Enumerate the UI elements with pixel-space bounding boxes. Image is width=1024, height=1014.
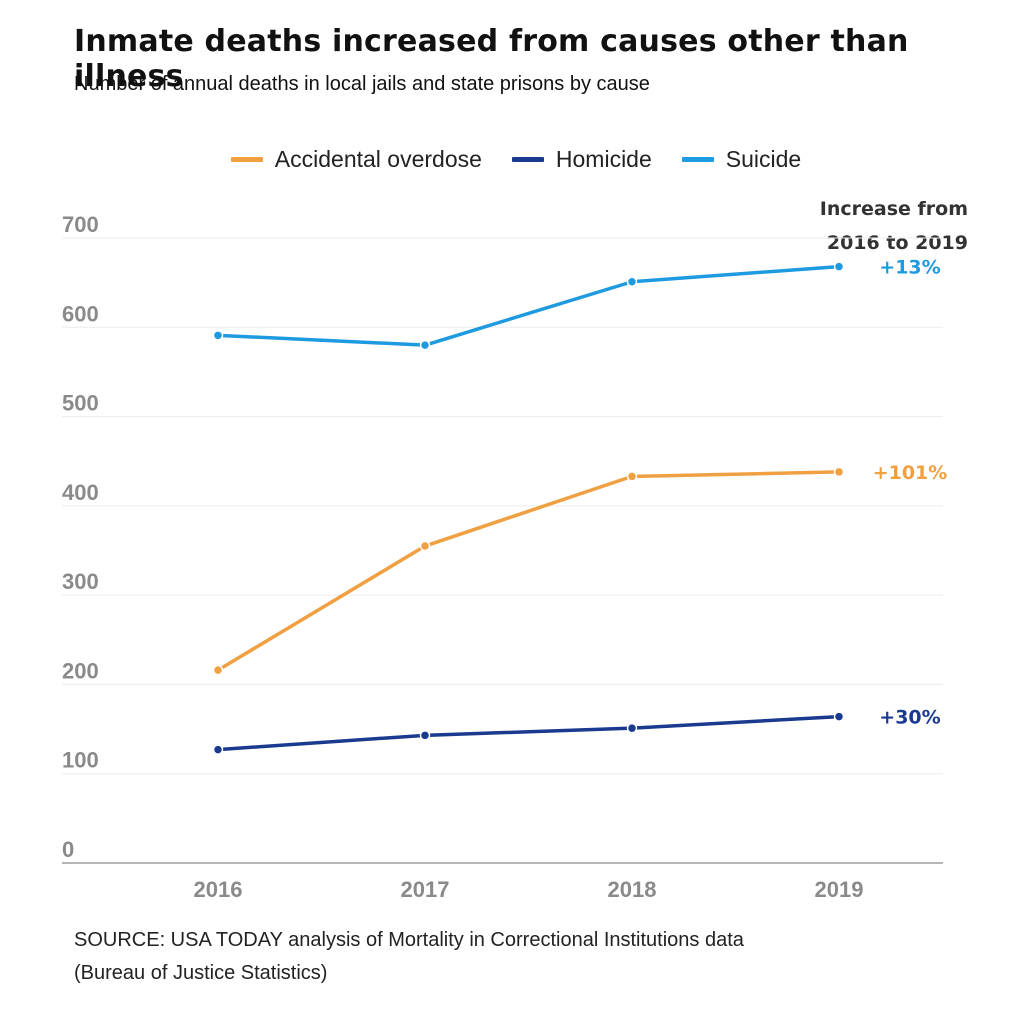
y-tick-label-0: 0 [62,837,74,862]
data-point-homicide-2016 [212,744,224,755]
chart-subtitle: Number of annual deaths in local jails a… [74,73,650,95]
data-point-suicide-2018 [626,276,638,287]
chart-title: Inmate deaths increased from causes othe… [74,24,909,94]
y-tick-label-500: 500 [62,391,99,416]
series-line-suicide [216,264,841,347]
y-tick-label-700: 700 [62,212,99,237]
data-point-homicide-2018 [626,722,638,734]
source-line1: SOURCE: USA TODAY analysis of Mortality … [74,929,744,951]
y-tick-label-600: 600 [62,301,99,326]
legend-label-suicide: Suicide [725,146,802,172]
legend-item-homicide: Homicide [511,146,652,173]
series-line-homicide [216,714,841,752]
data-point-accidental-overdose-2017 [419,540,431,552]
data-point-suicide-2019 [833,261,845,272]
y-tick-label-400: 400 [62,480,99,505]
legend: Accidental overdose Homicide Suicide [0,146,1024,173]
data-point-accidental-overdose-2016 [212,664,224,676]
x-tick-label-2016: 2016 [194,877,243,902]
legend-item-suicide: Suicide [681,146,802,173]
legend-swatch-suicide [681,157,714,162]
x-tick-label-2017: 2017 [401,877,450,902]
data-point-accidental-overdose-2019 [833,466,845,478]
source-line2: (Bureau of Justice Statistics) [74,962,328,984]
y-tick-label-300: 300 [62,569,99,594]
x-tick-label-2018: 2018 [608,877,657,902]
data-point-homicide-2019 [833,711,845,722]
legend-swatch-overdose [230,157,263,162]
legend-label-homicide: Homicide [555,146,652,172]
legend-label-overdose: Accidental overdose [274,146,482,172]
source-note: SOURCE: USA TODAY analysis of Mortality … [74,924,744,990]
increase-annotation-line1: Increase from [819,198,968,220]
data-point-accidental-overdose-2018 [626,471,638,482]
data-point-homicide-2017 [419,730,431,741]
change-label-suicide: +13% [879,257,940,279]
change-label-homicide: +30% [879,707,940,729]
legend-item-overdose: Accidental overdose [230,146,482,173]
legend-swatch-homicide [511,157,544,162]
y-tick-label-100: 100 [62,748,99,773]
data-point-suicide-2017 [419,339,431,351]
y-tick-label-200: 200 [62,658,99,683]
change-label-accidental-overdose: +101% [873,462,948,484]
x-tick-label-2019: 2019 [815,877,864,902]
data-point-suicide-2016 [212,330,224,341]
series-line-accidental-overdose [216,470,841,672]
